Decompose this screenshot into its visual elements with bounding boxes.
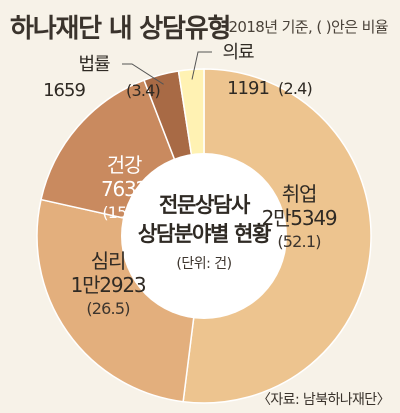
center-unit-label: (단위: 건): [176, 256, 231, 272]
donut-center: [121, 153, 287, 319]
outer-label-의료-name: 의료: [222, 42, 254, 63]
outer-label-법률-value: 1659: [43, 80, 85, 101]
slice-label-심리-percent: (26.5): [86, 299, 129, 318]
slice-label-건강-percent: (15.6): [102, 203, 145, 222]
leader-line-의료: [191, 51, 212, 80]
slice-label-취업-value: 2만5349: [262, 206, 337, 230]
center-title-line-2: 상담분야별 현황: [138, 222, 271, 246]
leader-lines: [122, 51, 212, 85]
slice-label-취업-name: 취업: [282, 182, 316, 206]
outer-label-의료-percent: (2.4): [278, 79, 312, 98]
chart-subtitle: 2018년 기준, ( )안은 비율: [228, 18, 388, 36]
outer-label-법률-percent: (3.4): [126, 81, 160, 100]
outer-label-의료-value: 1191: [227, 78, 269, 99]
slice-label-심리-value: 1만2923: [71, 273, 146, 297]
slice-label-심리-name: 심리: [91, 249, 125, 273]
center-title-line-1: 전문상담사: [159, 193, 251, 217]
slice-label-취업-percent: (52.1): [277, 232, 320, 251]
source-note: 〈자료: 남북하나재단〉: [256, 392, 391, 408]
slice-label-건강-value: 7632: [101, 177, 147, 201]
leader-line-법률: [122, 63, 164, 85]
chart-title: 하나재단 내 상담유형: [10, 14, 231, 44]
outer-label-법률-name: 법률: [78, 54, 110, 75]
slice-label-건강-name: 건강: [107, 153, 142, 177]
